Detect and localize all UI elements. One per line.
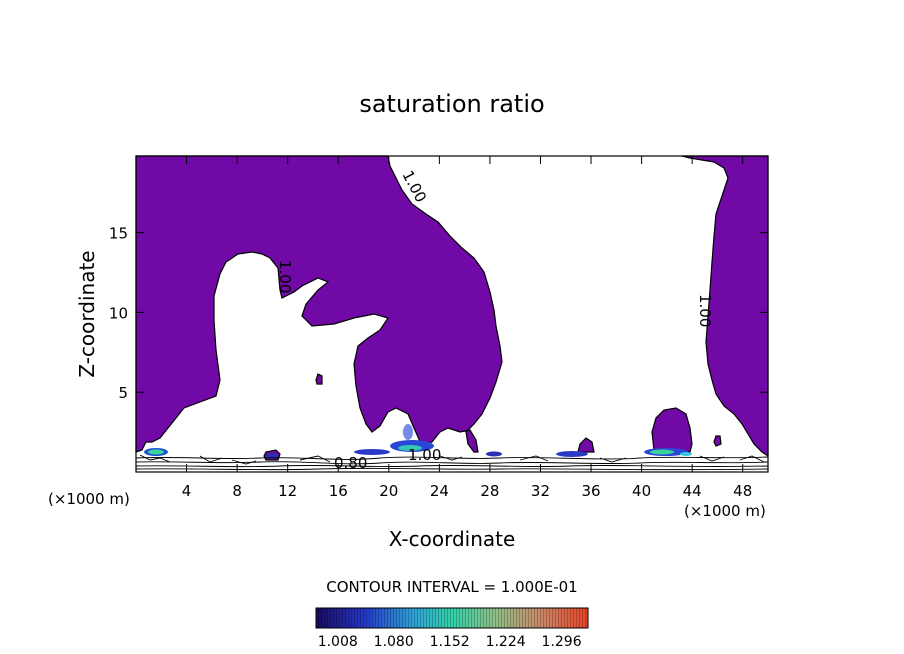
patch-18km	[354, 449, 390, 455]
supersaturation-patches	[144, 424, 692, 459]
x-tick-label: 32	[531, 482, 550, 500]
colorbar-tick-label: 1.296	[542, 634, 582, 650]
contour-label-5: 1.00	[408, 446, 441, 464]
patch-34km	[556, 451, 588, 457]
y-axis-label: Z-coordinate	[75, 250, 99, 377]
x-tick-label: 20	[379, 482, 398, 500]
x-unit-label-left: (×1000 m)	[48, 490, 130, 508]
patch-28km	[486, 451, 502, 457]
saturated-bump-40km	[651, 407, 693, 453]
x-tick-label: 28	[480, 482, 499, 500]
saturated-region-right	[681, 155, 769, 458]
plot-area: 1.00 1.00 1.00 0.80 1.00	[135, 155, 769, 473]
contour-interval-text: CONTOUR INTERVAL = 1.000E-01	[326, 578, 577, 596]
y-axis-ticks: 5 10 15	[109, 225, 768, 402]
contour-line-4	[135, 467, 769, 471]
x-tick-label: 40	[632, 482, 651, 500]
patch-1km-core	[148, 449, 164, 455]
x-axis-ticks: 4 8 12 16 20 24 28 32 36 40 44 48	[182, 156, 752, 500]
x-tick-label: 4	[182, 482, 192, 500]
x-tick-label: 16	[329, 482, 348, 500]
saturated-bump-35km	[577, 437, 595, 453]
chart-title: saturation ratio	[359, 90, 544, 118]
contour-line-5	[139, 454, 765, 465]
colorbar-tick-label: 1.008	[318, 634, 358, 650]
contour-line-2	[135, 461, 769, 465]
x-tick-label: 12	[278, 482, 297, 500]
y-tick-label: 10	[109, 304, 128, 322]
contour-line-3	[135, 464, 769, 468]
colorbar-tick-label: 1.080	[374, 634, 414, 650]
y-tick-label: 5	[118, 384, 128, 402]
colorbar-tick-label: 1.224	[486, 634, 526, 650]
patch-42km-core	[650, 449, 674, 455]
surface-contour-lines	[135, 454, 769, 471]
saturated-speck-15km	[315, 373, 323, 385]
x-tick-label: 8	[232, 482, 242, 500]
patch-21km-core	[398, 445, 422, 451]
colorbar-hatching	[316, 608, 588, 628]
patch-44km	[680, 452, 692, 456]
x-axis-label: X-coordinate	[389, 527, 516, 551]
patch-21km-plume	[403, 424, 413, 440]
saturated-region-left-central	[135, 155, 503, 453]
x-tick-label: 48	[733, 482, 752, 500]
plot-frame	[135, 155, 769, 473]
contour-label-4: 0.80	[334, 454, 367, 472]
y-tick-label: 15	[109, 225, 128, 243]
contour-label-2: 1.00	[276, 260, 294, 293]
x-tick-label: 36	[581, 482, 600, 500]
x-unit-label-right: (×1000 m)	[684, 502, 766, 520]
saturated-speck-46km	[713, 435, 722, 447]
x-tick-label: 24	[430, 482, 449, 500]
contour-label-3: 1.00	[696, 294, 714, 327]
x-tick-label: 44	[683, 482, 702, 500]
colorbar-tick-labels: 1.008 1.080 1.152 1.224 1.296	[318, 634, 582, 650]
colorbar-tick-label: 1.152	[430, 634, 470, 650]
